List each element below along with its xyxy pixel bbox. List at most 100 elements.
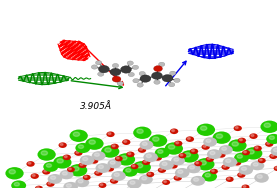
Circle shape <box>64 156 67 158</box>
Circle shape <box>253 163 258 166</box>
Circle shape <box>108 133 111 135</box>
Circle shape <box>110 178 118 184</box>
Circle shape <box>165 142 183 155</box>
Circle shape <box>139 71 145 76</box>
Circle shape <box>11 180 26 189</box>
Circle shape <box>112 145 115 147</box>
Circle shape <box>242 150 250 155</box>
Circle shape <box>158 167 166 173</box>
Circle shape <box>187 137 190 139</box>
Circle shape <box>121 156 127 160</box>
Circle shape <box>271 155 274 156</box>
Circle shape <box>70 130 88 142</box>
Circle shape <box>270 146 278 156</box>
Circle shape <box>178 153 186 158</box>
Circle shape <box>92 159 95 161</box>
Circle shape <box>196 158 215 170</box>
Circle shape <box>235 161 238 163</box>
Circle shape <box>168 83 175 87</box>
Circle shape <box>206 156 214 162</box>
Circle shape <box>80 163 83 166</box>
Circle shape <box>162 162 167 166</box>
Circle shape <box>149 134 167 147</box>
Circle shape <box>117 153 135 166</box>
Circle shape <box>251 134 254 136</box>
Circle shape <box>269 153 277 159</box>
Circle shape <box>105 148 111 152</box>
Circle shape <box>91 65 98 69</box>
Text: 3.905Å: 3.905Å <box>80 101 111 111</box>
Circle shape <box>187 164 201 173</box>
Circle shape <box>131 164 138 169</box>
Circle shape <box>152 72 162 79</box>
Circle shape <box>121 66 131 73</box>
Circle shape <box>170 129 178 134</box>
Circle shape <box>63 182 78 189</box>
Circle shape <box>184 153 190 157</box>
Circle shape <box>232 142 239 146</box>
Circle shape <box>53 156 71 169</box>
Circle shape <box>260 121 278 133</box>
Circle shape <box>126 152 135 157</box>
Circle shape <box>73 167 79 171</box>
Circle shape <box>237 172 245 178</box>
Circle shape <box>173 175 182 181</box>
Circle shape <box>146 154 151 158</box>
Circle shape <box>26 161 35 167</box>
Circle shape <box>254 146 262 151</box>
Circle shape <box>200 126 207 130</box>
Circle shape <box>155 156 158 158</box>
Circle shape <box>138 147 146 153</box>
Circle shape <box>258 158 266 163</box>
Circle shape <box>136 163 143 168</box>
Circle shape <box>197 124 215 136</box>
Circle shape <box>244 151 246 153</box>
Circle shape <box>142 159 150 165</box>
Circle shape <box>202 171 217 182</box>
Circle shape <box>269 136 274 139</box>
Circle shape <box>101 145 119 158</box>
Circle shape <box>111 179 115 181</box>
Circle shape <box>85 137 104 150</box>
Circle shape <box>92 151 106 160</box>
Circle shape <box>148 173 151 175</box>
Circle shape <box>140 75 151 82</box>
Circle shape <box>5 167 24 180</box>
Circle shape <box>57 159 63 163</box>
Circle shape <box>241 167 247 170</box>
Circle shape <box>254 173 269 183</box>
Circle shape <box>142 177 147 180</box>
Circle shape <box>46 181 55 187</box>
Circle shape <box>154 155 162 161</box>
Circle shape <box>127 61 133 65</box>
Circle shape <box>205 174 210 177</box>
Circle shape <box>130 181 135 184</box>
Circle shape <box>259 159 262 161</box>
Circle shape <box>96 61 102 65</box>
Circle shape <box>264 123 270 127</box>
Circle shape <box>147 172 154 177</box>
Circle shape <box>38 148 56 161</box>
Circle shape <box>266 134 278 144</box>
Circle shape <box>174 78 180 83</box>
Circle shape <box>9 170 16 174</box>
Circle shape <box>242 184 249 189</box>
Circle shape <box>160 168 162 170</box>
Circle shape <box>250 161 264 170</box>
Circle shape <box>48 174 62 184</box>
Circle shape <box>219 153 222 155</box>
Circle shape <box>203 137 217 147</box>
Circle shape <box>48 182 51 184</box>
Circle shape <box>116 157 119 159</box>
Circle shape <box>106 166 114 172</box>
Circle shape <box>222 147 227 150</box>
Circle shape <box>226 159 231 163</box>
Circle shape <box>75 143 90 153</box>
Circle shape <box>255 147 258 149</box>
Circle shape <box>63 155 71 160</box>
Circle shape <box>233 160 241 166</box>
Circle shape <box>227 178 230 180</box>
Circle shape <box>234 153 249 163</box>
Circle shape <box>112 76 121 82</box>
Circle shape <box>83 157 88 161</box>
